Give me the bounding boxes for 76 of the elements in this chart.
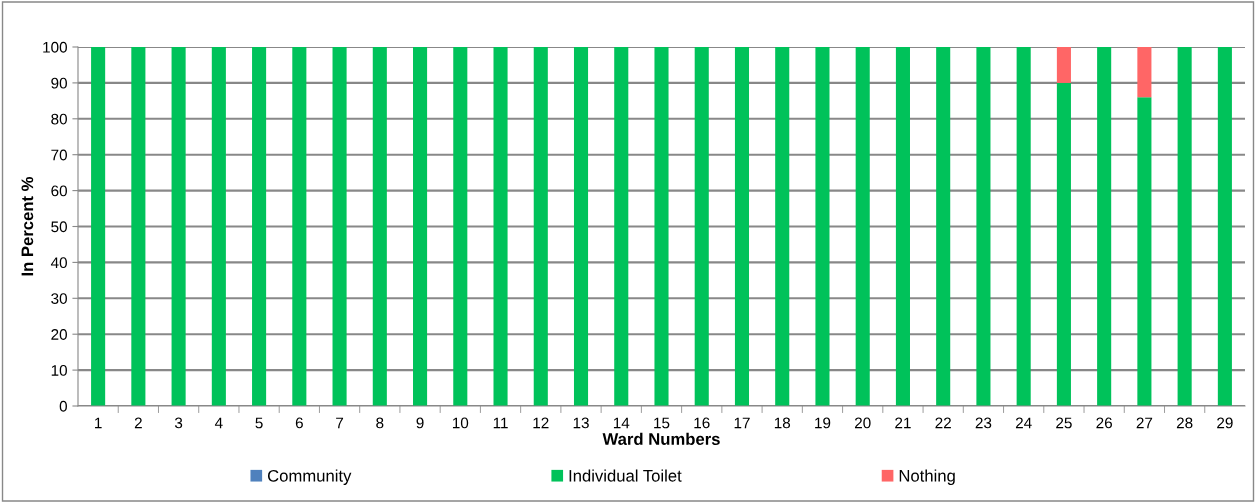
bar bbox=[413, 47, 428, 406]
bar bbox=[1137, 47, 1152, 98]
y-tick-label: 100 bbox=[43, 41, 67, 53]
y-tick-label: 20 bbox=[51, 329, 67, 340]
y-tick-label: 80 bbox=[51, 113, 67, 125]
bar bbox=[332, 47, 347, 406]
x-tick-label: 27 bbox=[1136, 417, 1153, 429]
x-tick-label: 13 bbox=[573, 417, 589, 429]
bar bbox=[211, 47, 226, 406]
bar bbox=[533, 47, 548, 406]
x-tick-label: 25 bbox=[1056, 417, 1072, 429]
bar bbox=[453, 47, 468, 406]
x-tick-label: 23 bbox=[975, 417, 992, 429]
y-axis-title: In Percent % bbox=[21, 176, 34, 276]
x-tick-label: 3 bbox=[174, 417, 183, 429]
x-tick-label: 10 bbox=[452, 417, 469, 429]
x-tick-label: 21 bbox=[895, 417, 911, 429]
bar bbox=[895, 47, 910, 406]
x-tick-label: 6 bbox=[295, 417, 303, 429]
x-tick-label: 8 bbox=[376, 417, 384, 429]
legend-label: Individual Toilet bbox=[569, 469, 682, 482]
y-tick-label: 30 bbox=[51, 293, 67, 304]
bar bbox=[815, 47, 830, 406]
bar bbox=[654, 47, 669, 406]
bar bbox=[1056, 47, 1071, 83]
bar bbox=[292, 47, 307, 406]
bar bbox=[372, 47, 387, 406]
y-tick-label: 60 bbox=[51, 185, 67, 197]
bar bbox=[573, 47, 589, 406]
bar bbox=[493, 47, 508, 406]
x-tick-label: 1 bbox=[95, 417, 102, 429]
x-tick-label: 4 bbox=[214, 417, 223, 429]
bar bbox=[614, 47, 629, 406]
x-tick-label: 24 bbox=[1015, 417, 1032, 429]
bar bbox=[91, 47, 106, 406]
x-tick-label: 2 bbox=[134, 417, 142, 429]
x-tick-label: 9 bbox=[416, 417, 424, 429]
bar bbox=[1137, 97, 1152, 406]
bar bbox=[1217, 47, 1232, 406]
x-tick-label: 12 bbox=[533, 417, 549, 429]
x-tick-label: 5 bbox=[255, 417, 263, 429]
bar bbox=[252, 47, 267, 406]
y-tick-label: 10 bbox=[51, 364, 67, 376]
x-axis-title: Ward Numbers bbox=[602, 432, 720, 445]
x-tick-label: 29 bbox=[1217, 417, 1233, 429]
y-tick-label: 70 bbox=[51, 149, 67, 161]
x-tick-label: 19 bbox=[815, 417, 831, 429]
y-tick-label: 90 bbox=[51, 77, 67, 89]
bar bbox=[976, 47, 991, 406]
x-tick-label: 28 bbox=[1176, 417, 1193, 429]
bar bbox=[1097, 47, 1112, 406]
x-tick-label: 22 bbox=[935, 417, 951, 429]
y-tick-label: 50 bbox=[51, 221, 67, 233]
bar bbox=[131, 47, 146, 406]
x-tick-label: 7 bbox=[336, 417, 344, 429]
bar bbox=[734, 47, 750, 406]
y-tick-label: 0 bbox=[59, 400, 67, 412]
x-tick-label: 26 bbox=[1096, 417, 1112, 429]
bar bbox=[171, 47, 186, 406]
legend-label: Nothing bbox=[899, 469, 955, 485]
x-tick-label: 17 bbox=[734, 417, 750, 429]
x-tick-label: 11 bbox=[493, 417, 508, 429]
x-tick-label: 18 bbox=[774, 417, 791, 429]
bar bbox=[1016, 47, 1031, 406]
x-tick-label: 20 bbox=[854, 417, 871, 429]
x-tick-label: 15 bbox=[654, 417, 670, 429]
bar bbox=[1056, 82, 1071, 406]
x-tick-label: 16 bbox=[694, 417, 710, 429]
bar bbox=[694, 47, 709, 406]
legend-label: Community bbox=[267, 469, 352, 485]
bar bbox=[936, 47, 951, 406]
x-tick-label: 14 bbox=[613, 417, 630, 429]
bar bbox=[775, 47, 790, 406]
y-tick-label: 40 bbox=[50, 257, 67, 269]
bar bbox=[1177, 47, 1192, 406]
bar bbox=[855, 47, 870, 406]
